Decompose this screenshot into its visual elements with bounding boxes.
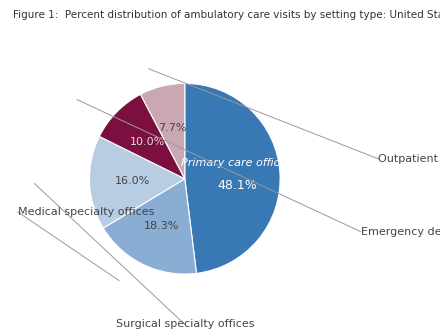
Text: 48.1%: 48.1% [217,178,257,192]
Wedge shape [140,83,185,179]
Text: Emergency departments: Emergency departments [361,227,440,237]
Text: Surgical specialty offices: Surgical specialty offices [116,319,254,329]
Wedge shape [185,83,280,273]
Text: 18.3%: 18.3% [144,221,180,231]
Wedge shape [103,179,196,274]
Text: 7.7%: 7.7% [158,123,187,133]
Text: Figure 1:  Percent distribution of ambulatory care visits by setting type: Unite: Figure 1: Percent distribution of ambula… [13,10,440,20]
Text: 16.0%: 16.0% [115,176,150,186]
Text: Outpatient departments: Outpatient departments [378,154,440,164]
Wedge shape [89,136,185,228]
Text: Primary care offices: Primary care offices [181,158,293,168]
Text: Medical specialty offices: Medical specialty offices [18,207,154,217]
Text: 10.0%: 10.0% [130,137,165,147]
Wedge shape [99,94,185,179]
